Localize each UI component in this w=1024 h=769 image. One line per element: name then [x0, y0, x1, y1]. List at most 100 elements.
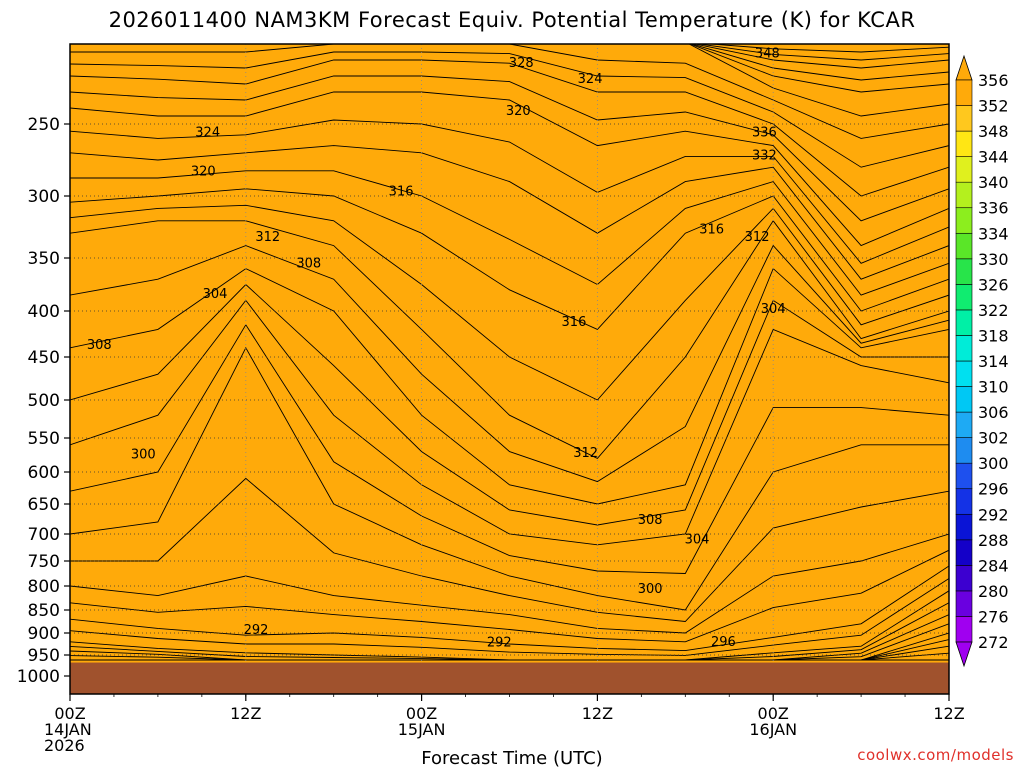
colorbar-swatch: [955, 437, 973, 464]
colorbar: 272 276 280 284 288 292 296 300 302 306 310 314 318 3…: [955, 54, 1009, 668]
x-tick-label: 00Z: [54, 704, 85, 723]
colorbar-swatch: [955, 462, 973, 490]
colorbar-swatch: [955, 360, 973, 387]
colorbar-swatch: [955, 616, 973, 643]
contour-label: 348: [755, 47, 780, 62]
x-tick-label: 14JAN: [44, 720, 92, 739]
contour-label: 312: [573, 446, 598, 461]
contour-label: 308: [638, 513, 663, 528]
colorbar-label: 344: [978, 148, 1009, 167]
colorbar-label: 322: [978, 301, 1009, 320]
x-tick-label: 12Z: [933, 704, 964, 723]
colorbar-label: 296: [978, 480, 1009, 499]
contour-line: [70, 346, 949, 611]
x-tick-label: 16JAN: [749, 720, 797, 739]
contour-band: [70, 44, 949, 694]
contour-line: [705, 44, 949, 53]
colorbar-swatch: [955, 207, 973, 234]
colorbar-swatch: [955, 309, 973, 336]
x-tick-label: 15JAN: [398, 720, 446, 739]
colorbar-label: 314: [978, 352, 1009, 371]
y-tick-label: 900: [28, 624, 60, 644]
colorbar-swatch: [955, 513, 973, 541]
contour-line: [70, 323, 949, 574]
y-tick-label: 850: [28, 601, 60, 621]
contour-line: [692, 44, 949, 69]
colorbar-swatch: [955, 565, 973, 592]
contour-line: [70, 533, 949, 634]
contour-label: 336: [752, 126, 777, 141]
contour-label: 292: [244, 623, 269, 638]
colorbar-max-arrow: [955, 54, 973, 81]
contour-line: [70, 477, 949, 622]
colorbar-label: 318: [978, 326, 1009, 345]
contour-line: [70, 51, 949, 168]
colorbar-min-arrow: [955, 641, 973, 668]
contour-line: [70, 578, 949, 656]
y-tick-label: 550: [28, 429, 60, 449]
colorbar-label: 302: [978, 429, 1009, 448]
contour-label: 304: [761, 302, 786, 317]
colorbar-swatch: [955, 590, 973, 617]
colorbar-label: 288: [978, 531, 1009, 550]
y-tick-label: 400: [28, 302, 60, 322]
contour-line: [70, 549, 949, 643]
y-tick-label: 250: [28, 115, 60, 135]
colorbar-label: 280: [978, 582, 1009, 601]
colorbar-swatch: [955, 539, 973, 566]
colorbar-swatch: [955, 488, 973, 515]
contour-line: [70, 59, 949, 197]
y-tick-label: 600: [28, 463, 60, 483]
y-tick-label: 700: [28, 525, 60, 545]
contour-line: [70, 267, 949, 505]
contour-line: [70, 145, 949, 280]
contour-label: 308: [296, 256, 321, 271]
contour-line: [70, 75, 949, 222]
contour-line: [70, 91, 949, 247]
colorbar-label: 348: [978, 122, 1009, 141]
colorbar-label: 330: [978, 250, 1009, 269]
y-axis: 250 300 350 400 450 500 550 600 650 700 750 800 850 9…: [17, 115, 70, 687]
colorbar-label: 284: [978, 556, 1009, 575]
x-tick-label: 00Z: [406, 704, 437, 723]
contour-line: [70, 188, 949, 330]
colorbar-label: 276: [978, 607, 1009, 626]
y-tick-label: 350: [28, 249, 60, 269]
x-axis-title: Forecast Time (UTC): [421, 748, 603, 769]
contour-label: 316: [389, 185, 414, 200]
contour-label: 320: [506, 104, 531, 119]
x-tick-label: 2026: [44, 736, 85, 755]
colorbar-swatch: [955, 79, 973, 106]
contour-label: 304: [203, 287, 228, 302]
colorbar-swatch: [955, 284, 973, 311]
contour-label: 292: [487, 636, 512, 651]
y-tick-label: 1000: [17, 667, 60, 687]
contour-line: [70, 204, 949, 401]
y-tick-label: 950: [28, 646, 60, 666]
colorbar-label: 326: [978, 275, 1009, 294]
contour-label: 300: [131, 447, 156, 462]
contour-label: 324: [578, 72, 603, 87]
colorbar-swatch: [955, 130, 973, 157]
contour-line: [689, 44, 949, 93]
contour-line: [70, 220, 949, 459]
contour-line: [70, 244, 949, 483]
colorbar-swatch: [955, 181, 973, 209]
y-tick-label: 500: [28, 391, 60, 411]
contour-line: [70, 119, 949, 264]
contour-label: 296: [711, 635, 736, 650]
colorbar-label: 336: [978, 199, 1009, 218]
colorbar-swatch: [955, 386, 973, 413]
colorbar-label: 340: [978, 173, 1009, 192]
y-tick-label: 650: [28, 495, 60, 515]
x-tick-label: 00Z: [758, 704, 789, 723]
colorbar-label: 356: [978, 71, 1009, 90]
contour-label: 316: [562, 315, 587, 330]
contour-label: 328: [509, 56, 534, 71]
colorbar-label: 292: [978, 505, 1009, 524]
x-tick-label: 12Z: [582, 704, 613, 723]
source-credit: coolwx.com/models: [857, 746, 1014, 764]
contour-line: [688, 44, 949, 117]
chart-title: 2026011400 NAM3KM Forecast Equiv. Potent…: [108, 8, 916, 32]
contour-label: 316: [699, 222, 724, 237]
